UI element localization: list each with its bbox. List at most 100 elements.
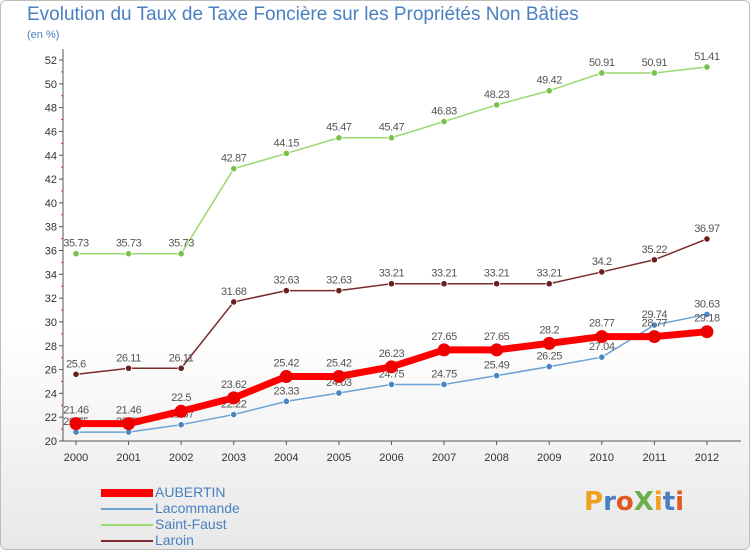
- y-tick-label: 20: [45, 436, 57, 448]
- data-label-saint-faust: 51.41: [694, 51, 720, 63]
- data-label-laroin: 33.21: [379, 268, 405, 280]
- x-tick-label: 2009: [537, 452, 561, 464]
- data-point-aubertin: [437, 343, 451, 357]
- data-label-aubertin: 21.46: [63, 405, 89, 417]
- y-tick-label: 38: [45, 222, 57, 234]
- data-point-saint-faust: [703, 63, 711, 71]
- data-label-lacommande: 25.49: [484, 360, 510, 372]
- data-label-laroin: 33.21: [536, 268, 562, 280]
- legend-swatch-laroin: [101, 540, 153, 542]
- logo-letter: r: [603, 487, 616, 517]
- data-point-saint-faust: [124, 250, 133, 258]
- data-point-laroin: [440, 280, 448, 288]
- y-tick-label: 24: [45, 388, 57, 400]
- data-point-saint-faust: [335, 134, 343, 142]
- data-point-laroin: [335, 287, 343, 295]
- data-point-lacommande: [493, 372, 501, 380]
- logo-letter: o: [615, 487, 634, 517]
- data-point-saint-faust: [598, 69, 606, 77]
- data-point-saint-faust: [72, 250, 80, 258]
- x-tick-label: 2006: [379, 452, 403, 464]
- chart-title: Evolution du Taux de Taxe Foncière sur l…: [27, 4, 579, 25]
- data-label-aubertin: 25.42: [274, 357, 300, 369]
- data-point-aubertin: [174, 404, 188, 418]
- data-point-aubertin: [384, 360, 398, 374]
- data-label-lacommande: 24.75: [431, 368, 457, 380]
- data-point-saint-faust: [387, 134, 396, 142]
- data-point-lacommande: [335, 389, 343, 397]
- data-label-laroin: 33.21: [484, 268, 510, 280]
- y-tick-label: 42: [45, 174, 57, 186]
- data-point-saint-faust: [493, 101, 501, 109]
- data-label-laroin: 34.2: [592, 256, 612, 268]
- data-label-saint-faust: 45.47: [326, 122, 352, 134]
- data-point-aubertin: [332, 369, 346, 383]
- data-label-laroin: 26.11: [116, 352, 141, 364]
- x-tick-label: 2003: [221, 452, 245, 464]
- data-point-saint-faust: [440, 117, 448, 126]
- data-point-laroin: [703, 235, 711, 243]
- legend-swatch-aubertin: [101, 489, 153, 497]
- x-tick-label: 2001: [116, 452, 140, 464]
- data-point-aubertin: [490, 343, 504, 357]
- x-tick-label: 2004: [274, 452, 298, 464]
- data-point-lacommande: [440, 380, 448, 389]
- legend-item-saint-faust: Saint-Faust: [101, 516, 321, 533]
- data-point-lacommande: [230, 410, 238, 419]
- data-point-lacommande: [387, 380, 396, 389]
- data-point-laroin: [72, 370, 80, 378]
- y-tick-label: 48: [45, 103, 57, 115]
- y-tick-label: 26: [45, 365, 57, 377]
- legend-swatch-lacommande: [101, 508, 153, 510]
- data-label-saint-faust: 50.91: [642, 57, 668, 69]
- data-point-aubertin: [69, 417, 83, 431]
- x-tick-label: 2012: [695, 452, 719, 464]
- proxiti-logo: ProXiti: [584, 487, 684, 517]
- x-tick-label: 2002: [169, 452, 193, 464]
- data-label-aubertin: 27.65: [431, 331, 457, 343]
- data-label-laroin: 32.63: [274, 275, 300, 287]
- y-tick-label: 22: [45, 412, 57, 424]
- legend-label-laroin: Laroin: [155, 532, 194, 548]
- legend-swatch-saint-faust: [101, 524, 153, 526]
- data-point-lacommande: [177, 421, 185, 429]
- data-point-laroin: [282, 287, 290, 295]
- data-label-saint-faust: 35.73: [168, 238, 194, 250]
- data-label-laroin: 35.22: [642, 244, 668, 256]
- logo-letter: P: [584, 487, 604, 517]
- x-tick-label: 2008: [484, 452, 508, 464]
- data-label-laroin: 31.68: [221, 286, 247, 298]
- data-point-aubertin: [647, 330, 661, 344]
- x-tick-label: 2007: [432, 452, 456, 464]
- y-tick-label: 32: [45, 293, 57, 305]
- y-tick-label: 28: [45, 341, 57, 353]
- data-label-lacommande: 29.74: [642, 309, 668, 321]
- data-label-aubertin: 26.23: [379, 348, 405, 360]
- data-point-aubertin: [227, 391, 241, 405]
- y-tick-label: 52: [45, 55, 57, 67]
- data-label-aubertin: 28.77: [642, 318, 668, 330]
- logo-letter: t: [662, 487, 676, 517]
- data-point-laroin: [545, 280, 553, 288]
- data-label-lacommande: 30.63: [694, 298, 720, 310]
- data-label-aubertin: 25.42: [326, 357, 352, 369]
- data-point-aubertin: [122, 417, 136, 431]
- data-point-lacommande: [282, 397, 290, 405]
- data-point-saint-faust: [545, 87, 553, 95]
- legend-label-aubertin: AUBERTIN: [155, 484, 226, 500]
- y-tick-label: 50: [45, 79, 57, 91]
- data-label-laroin: 32.63: [326, 275, 352, 287]
- legend-item-lacommande: Lacommande: [101, 500, 321, 517]
- data-label-laroin: 36.97: [694, 223, 720, 235]
- data-label-lacommande: 24.03: [326, 377, 352, 389]
- line-chart: 20 22 24 26 28 30 32 34 36 38 40 42 44 46 48 50 52 2000 20…: [45, 49, 741, 464]
- series-line-saint-faust: [75, 66, 708, 255]
- data-point-saint-faust: [650, 69, 658, 77]
- data-label-laroin: 26.11: [169, 352, 194, 364]
- data-label-lacommande: 26.25: [536, 351, 562, 363]
- y-tick-label: 40: [45, 198, 57, 210]
- data-label-saint-faust: 46.83: [431, 106, 457, 118]
- data-label-laroin: 33.21: [431, 268, 457, 280]
- data-label-saint-faust: 48.23: [484, 89, 510, 101]
